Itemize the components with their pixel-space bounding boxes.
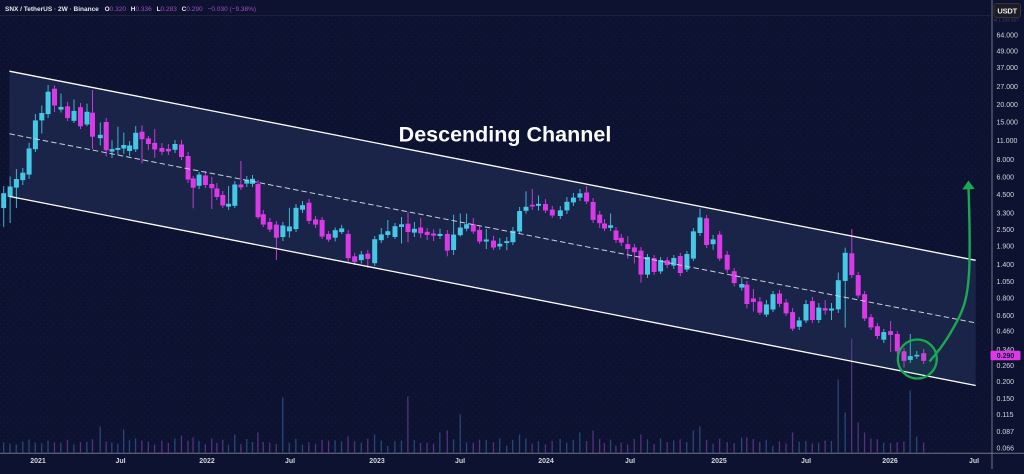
svg-text:Jul: Jul (801, 458, 811, 465)
svg-text:Jul: Jul (625, 458, 635, 465)
svg-text:49.000: 49.000 (997, 48, 1019, 55)
svg-text:0.600: 0.600 (997, 313, 1015, 320)
svg-text:27.000: 27.000 (997, 84, 1019, 91)
svg-text:20.000: 20.000 (997, 102, 1019, 109)
svg-text:1.900: 1.900 (997, 244, 1015, 251)
svg-text:0.260: 0.260 (997, 363, 1015, 370)
svg-text:6.000: 6.000 (997, 175, 1015, 182)
svg-text:Descending Channel: Descending Channel (399, 123, 612, 147)
svg-text:2025: 2025 (711, 458, 727, 465)
svg-text:37.000: 37.000 (997, 65, 1019, 72)
svg-text:0.200: 0.200 (997, 379, 1015, 386)
svg-text:0.066: 0.066 (997, 445, 1015, 452)
svg-text:0.150: 0.150 (997, 396, 1015, 403)
svg-text:0.340: 0.340 (997, 347, 1015, 354)
svg-text:2022: 2022 (199, 458, 215, 465)
svg-text:2.500: 2.500 (997, 227, 1015, 234)
svg-text:Jul: Jul (969, 458, 979, 465)
svg-text:8.000: 8.000 (997, 157, 1015, 164)
svg-text:SNX / TetherUS · 2W · Binance: SNX / TetherUS · 2W · Binance O0.320 H0.… (5, 6, 256, 13)
svg-text:1.400: 1.400 (997, 262, 1015, 269)
svg-text:64.000: 64.000 (997, 32, 1019, 39)
svg-text:0.290: 0.290 (997, 353, 1015, 360)
svg-text:USDT: USDT (997, 7, 1017, 16)
svg-text:M 1 234 567: M 1 234 567 (993, 18, 1019, 23)
svg-text:11.000: 11.000 (997, 138, 1018, 145)
svg-text:2023: 2023 (369, 458, 385, 465)
svg-text:15.000: 15.000 (997, 119, 1019, 126)
svg-text:2026: 2026 (882, 458, 898, 465)
svg-text:0.115: 0.115 (997, 412, 1014, 419)
svg-text:1.050: 1.050 (997, 279, 1015, 286)
svg-text:Jul: Jul (115, 458, 125, 465)
svg-text:4.500: 4.500 (997, 192, 1015, 199)
svg-text:2021: 2021 (30, 458, 46, 465)
svg-text:Jul: Jul (285, 458, 295, 465)
svg-text:Jul: Jul (455, 458, 465, 465)
svg-text:0.460: 0.460 (997, 329, 1015, 336)
svg-text:3.300: 3.300 (997, 210, 1015, 217)
svg-text:0.087: 0.087 (997, 429, 1015, 436)
svg-text:0.800: 0.800 (997, 296, 1015, 303)
svg-text:2024: 2024 (538, 458, 554, 465)
